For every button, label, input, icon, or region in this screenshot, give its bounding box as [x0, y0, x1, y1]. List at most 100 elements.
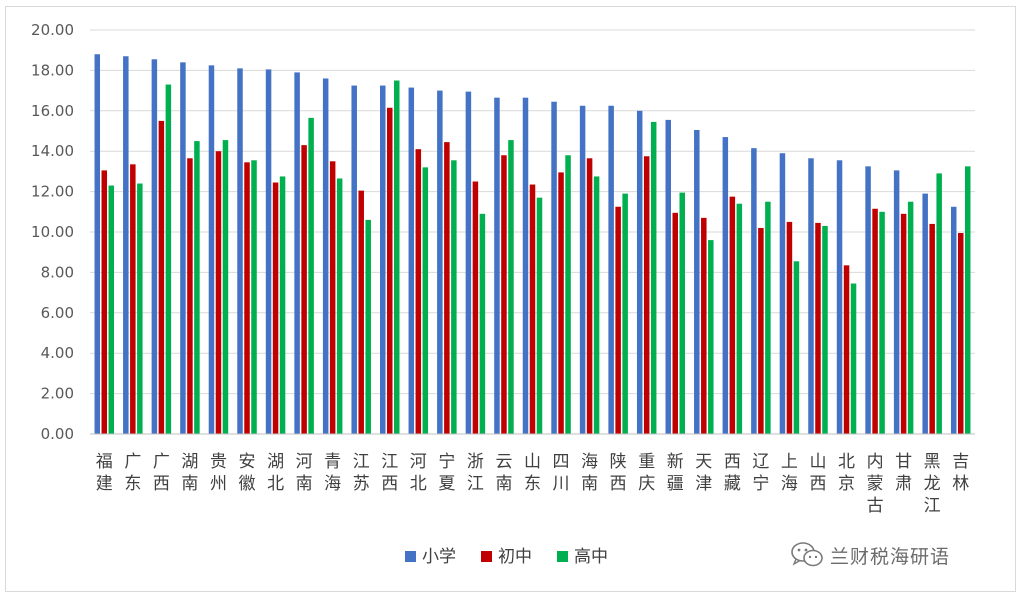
category-label: 林 — [952, 474, 969, 494]
bar-小学-内蒙古 — [865, 166, 871, 434]
bar-小学-贵州 — [208, 65, 215, 434]
bar-小学-河南 — [294, 72, 300, 435]
category-label: 川 — [553, 474, 570, 494]
bar-小学-黑龙江 — [922, 193, 928, 434]
bar-高中-甘肃 — [907, 201, 914, 434]
bar-初中-广东 — [130, 164, 136, 434]
bar-初中-北京 — [843, 265, 850, 434]
bar-高中-山东 — [536, 197, 543, 434]
category-label: 徽 — [239, 474, 256, 494]
category-label: 贵 — [210, 452, 227, 472]
bar-小学-广东 — [123, 56, 129, 434]
bar-高中-吉林 — [964, 166, 971, 434]
y-tick-label: 18.00 — [31, 61, 74, 79]
category-label: 广 — [124, 452, 141, 472]
category-label: 宁 — [752, 474, 769, 494]
category-label: 州 — [210, 474, 227, 494]
legend-swatch-高中 — [557, 551, 568, 562]
bar-高中-河南 — [308, 117, 314, 435]
bar-小学-四川 — [551, 101, 557, 435]
category-label: 疆 — [667, 474, 684, 494]
category-label: 南 — [181, 474, 198, 494]
bar-高中-宁夏 — [451, 160, 457, 435]
bar-初中-新疆 — [672, 212, 678, 434]
bar-初中-上海 — [786, 221, 793, 434]
category-label: 南 — [296, 474, 313, 494]
category-label: 福 — [96, 452, 113, 472]
category-label: 藏 — [724, 474, 741, 494]
bar-初中-安徽 — [244, 162, 250, 434]
bar-小学-江苏 — [351, 85, 357, 435]
category-label: 内 — [867, 452, 884, 472]
category-label: 北 — [838, 452, 855, 472]
bar-初中-海南 — [586, 158, 593, 434]
bar-小学-福建 — [94, 54, 101, 435]
category-label: 天 — [695, 452, 712, 472]
bar-初中-陕西 — [615, 206, 621, 434]
category-label: 北 — [410, 474, 427, 494]
bar-初中-福建 — [101, 170, 108, 434]
bar-小学-河北 — [408, 87, 415, 434]
category-label: 重 — [638, 452, 655, 472]
bar-初中-云南 — [501, 155, 507, 435]
bar-小学-宁夏 — [437, 90, 443, 434]
bar-高中-安徽 — [251, 160, 257, 435]
bar-高中-西藏 — [736, 203, 743, 434]
bar-初中-青海 — [329, 161, 336, 435]
category-label: 黑 — [924, 452, 941, 472]
category-label: 河 — [296, 452, 313, 472]
bar-小学-陕西 — [608, 105, 614, 434]
bar-初中-吉林 — [957, 233, 964, 434]
category-label: 西 — [381, 474, 398, 494]
watermark-text: 兰财税海研语 — [830, 545, 951, 568]
watermark: 兰财税海研语 — [790, 540, 950, 570]
category-label: 西 — [153, 474, 170, 494]
bar-高中-云南 — [508, 140, 514, 434]
bar-高中-福建 — [108, 185, 115, 434]
category-label: 江 — [353, 452, 370, 472]
category-label: 青 — [324, 452, 341, 472]
bar-小学-海南 — [579, 105, 586, 434]
category-label: 山 — [524, 452, 541, 472]
bar-高中-湖北 — [279, 176, 286, 434]
category-label: 京 — [838, 474, 855, 494]
bar-小学-重庆 — [636, 110, 643, 435]
y-tick-label: 0.00 — [41, 425, 74, 443]
bar-高中-山西 — [822, 225, 828, 434]
category-label: 北 — [267, 474, 284, 494]
bar-初中-江西 — [387, 107, 393, 435]
bar-初中-湖北 — [272, 182, 279, 434]
category-label: 海 — [781, 474, 798, 494]
bar-小学-山东 — [522, 97, 529, 435]
bar-高中-海南 — [593, 176, 600, 434]
category-label: 广 — [153, 452, 170, 472]
category-label: 浙 — [467, 452, 484, 472]
category-label: 江 — [381, 452, 398, 472]
y-tick-label: 8.00 — [41, 263, 74, 281]
category-label: 蒙 — [867, 474, 884, 494]
legend-swatch-初中 — [481, 551, 492, 562]
y-tick-label: 20.00 — [31, 21, 74, 39]
category-label: 庆 — [638, 474, 655, 494]
category-label: 古 — [867, 496, 884, 516]
y-tick-label: 6.00 — [41, 304, 74, 322]
bar-初中-河南 — [301, 145, 307, 434]
y-tick-label: 14.00 — [31, 142, 74, 160]
category-label: 宁 — [438, 452, 455, 472]
bar-初中-四川 — [558, 172, 564, 434]
bar-初中-甘肃 — [900, 213, 907, 434]
category-label: 安 — [239, 452, 256, 472]
category-label: 东 — [524, 474, 541, 494]
bar-小学-安徽 — [237, 68, 243, 434]
category-label: 夏 — [438, 474, 455, 494]
bar-初中-辽宁 — [758, 227, 764, 434]
bar-初中-湖南 — [187, 158, 193, 434]
category-label: 西 — [809, 474, 826, 494]
category-label: 南 — [495, 474, 512, 494]
category-label: 陕 — [610, 452, 627, 472]
bar-小学-甘肃 — [893, 170, 900, 434]
bars — [94, 54, 971, 435]
category-label: 湖 — [181, 452, 198, 472]
legend-label: 小学 — [422, 547, 456, 567]
